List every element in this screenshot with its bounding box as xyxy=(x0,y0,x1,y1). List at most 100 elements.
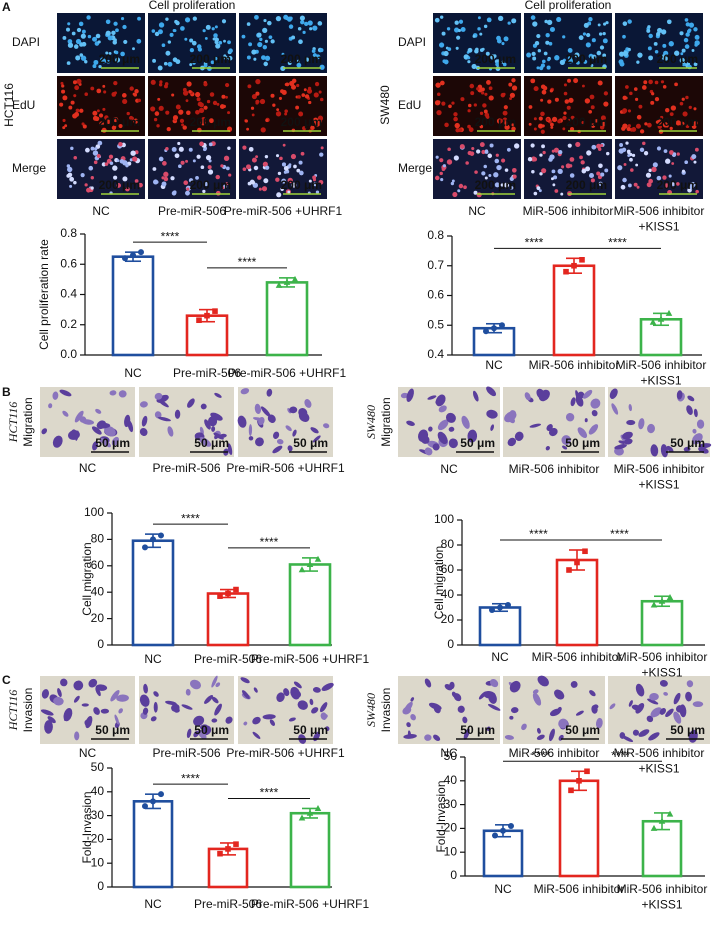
scale-bar-label: 50 μm xyxy=(670,723,705,737)
cell-dot xyxy=(550,177,554,181)
cell-dot xyxy=(132,156,138,162)
cell-dot xyxy=(504,182,510,188)
cell-dot xyxy=(562,115,567,121)
x-tick-label: Pre-miR-506 +UHRF1 xyxy=(251,652,370,666)
cell-dot xyxy=(69,176,75,182)
cell-dot xyxy=(625,85,629,89)
cell-blob xyxy=(114,714,120,725)
cell-dot xyxy=(96,154,101,158)
scale-bar-label: 200 μm xyxy=(99,52,140,66)
cell-dot xyxy=(685,95,689,100)
cell-dot xyxy=(647,122,652,128)
cell-dot xyxy=(483,164,488,169)
label-line: +KISS1 xyxy=(641,898,682,912)
cell-blob xyxy=(167,426,174,437)
cell-dot xyxy=(281,52,285,56)
scale-bar-label: 50 μm xyxy=(194,436,229,450)
cell-dot xyxy=(213,33,218,38)
cell-blob xyxy=(445,412,456,423)
cell-blob xyxy=(52,391,59,400)
cell-dot xyxy=(442,164,446,168)
cell-dot xyxy=(562,35,566,39)
cell-blob xyxy=(575,710,584,716)
cell-dot xyxy=(69,184,73,188)
cell-blob xyxy=(57,688,62,698)
cell-dot xyxy=(70,100,75,105)
cell-blob xyxy=(248,424,253,437)
cell-dot xyxy=(166,127,171,132)
cell-dot xyxy=(534,40,540,46)
scale-bar-label: 50 μm xyxy=(95,723,130,737)
cell-dot xyxy=(627,47,631,52)
cell-dot xyxy=(61,84,65,88)
cell-dot xyxy=(628,183,632,188)
cell-dot xyxy=(434,17,440,23)
cell-blob xyxy=(272,431,280,439)
cell-blob xyxy=(570,680,578,688)
cell-dot xyxy=(136,38,142,44)
x-tick-label: NC xyxy=(485,358,503,372)
cell-dot xyxy=(200,165,205,170)
cell-dot xyxy=(453,116,458,122)
cell-dot xyxy=(454,27,460,33)
cell-blob xyxy=(549,708,561,717)
cell-dot xyxy=(308,100,312,105)
scale-bar-label: 200 μm xyxy=(657,115,698,129)
x-tick-label: Pre-miR-506 +UHRF1 xyxy=(251,897,370,911)
cell-blob xyxy=(626,419,636,426)
cell-blob xyxy=(575,390,581,403)
cell-dot xyxy=(227,55,233,61)
cell-dot xyxy=(264,155,269,159)
scale-bar-label: 200 μm xyxy=(190,178,231,192)
cell-blob xyxy=(311,707,319,714)
cell-dot xyxy=(158,83,163,87)
y-tick-label: 0.0 xyxy=(60,347,77,361)
cell-blob xyxy=(219,433,227,438)
data-point xyxy=(666,594,674,600)
cell-dot xyxy=(92,64,97,69)
cell-dot xyxy=(454,20,459,25)
cell-blob xyxy=(53,696,64,706)
cell-blob xyxy=(304,399,312,408)
cell-dot xyxy=(61,89,66,94)
cell-blob xyxy=(548,427,558,437)
cell-blob xyxy=(40,709,54,716)
y-tick-label: 80 xyxy=(441,537,455,551)
y-tick-label: 0.6 xyxy=(427,288,444,302)
cell-dot xyxy=(531,170,535,174)
cell-dot xyxy=(633,182,638,187)
column-label: Pre-miR-506 +UHRF1 xyxy=(224,204,343,218)
cell-dot xyxy=(438,42,445,48)
cell-dot xyxy=(590,123,596,128)
column-label: NC xyxy=(92,204,110,218)
cell-dot xyxy=(313,117,319,123)
scale-bar-label: 50 μm xyxy=(293,723,328,737)
cell-blob xyxy=(650,707,662,718)
data-point xyxy=(158,791,164,798)
cell-dot xyxy=(691,124,697,129)
cell-blob xyxy=(611,403,619,415)
row-label: DAPI xyxy=(12,35,40,49)
cell-dot xyxy=(183,180,189,186)
cell-dot xyxy=(443,50,449,57)
cell-dot xyxy=(681,59,686,64)
cell-blob xyxy=(638,729,650,737)
cell-blob xyxy=(486,386,497,397)
cell-blob xyxy=(225,716,233,724)
cell-dot xyxy=(668,174,672,178)
cell-blob xyxy=(591,409,598,417)
cell-dot xyxy=(484,176,488,180)
cell-dot xyxy=(227,111,231,115)
cell-dot xyxy=(93,160,98,165)
cell-dot xyxy=(275,154,280,158)
y-tick-label: 20 xyxy=(444,821,458,835)
cell-dot xyxy=(255,91,260,96)
cell-dot xyxy=(588,172,595,179)
x-tick-label: NC xyxy=(144,652,162,666)
cell-blob xyxy=(428,426,433,432)
row-label: Merge xyxy=(398,161,432,175)
cell-dot xyxy=(547,58,551,62)
cell-dot xyxy=(285,16,290,21)
cell-dot xyxy=(165,146,169,151)
cell-dot xyxy=(291,78,297,84)
